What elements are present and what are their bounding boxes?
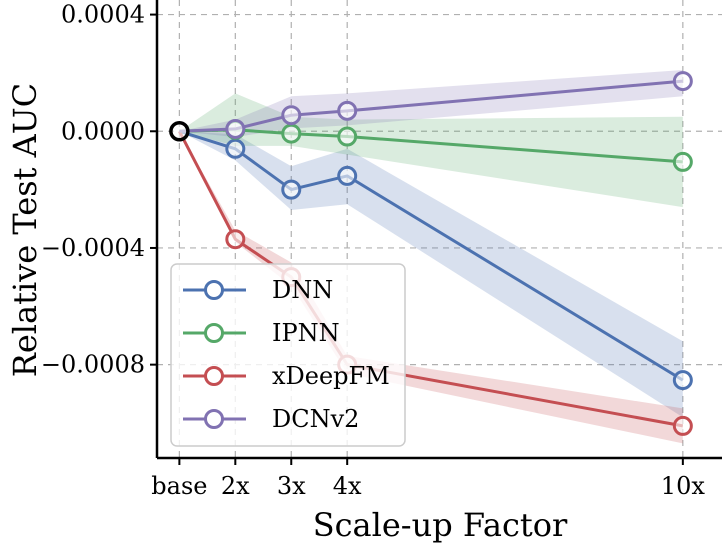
legend-entry-dcnv2: DCNv2 bbox=[183, 405, 359, 433]
legend-box bbox=[170, 263, 406, 447]
x-tick-label: 3x bbox=[277, 472, 306, 500]
x-tick-label: 4x bbox=[333, 472, 362, 500]
y-tick-label: −0.0008 bbox=[41, 351, 145, 379]
point-ipnn bbox=[672, 151, 693, 172]
legend: DNN IPNN xDeepFM DCNv2 bbox=[170, 263, 406, 447]
legend-label: DNN bbox=[272, 276, 333, 304]
point-xdeepfm bbox=[225, 229, 246, 250]
point-dcnv2 bbox=[281, 105, 302, 126]
x-tick-label: 10x bbox=[661, 472, 706, 500]
legend-entry-dnn: DNN bbox=[183, 276, 333, 304]
y-tick-label: −0.0004 bbox=[41, 234, 145, 262]
axes bbox=[150, 0, 722, 465]
legend-label: IPNN bbox=[272, 319, 340, 347]
point-base bbox=[169, 121, 190, 142]
point-dcnv2 bbox=[337, 100, 358, 121]
point-dnn bbox=[337, 165, 358, 186]
point-dnn bbox=[672, 370, 693, 391]
point-ipnn bbox=[337, 126, 358, 147]
legend-entry-xdeepfm: xDeepFM bbox=[183, 362, 390, 390]
point-dcnv2 bbox=[225, 118, 246, 139]
band-dnn bbox=[179, 131, 683, 418]
point-dnn bbox=[281, 179, 302, 200]
legend-label: DCNv2 bbox=[272, 405, 359, 433]
y-tick-label: 0.0004 bbox=[61, 1, 145, 29]
x-tick-label: 2x bbox=[221, 472, 250, 500]
y-tick-label: 0.0000 bbox=[61, 117, 145, 145]
x-tick-label: base bbox=[151, 472, 207, 500]
point-dcnv2 bbox=[672, 71, 693, 92]
legend-marker bbox=[204, 409, 224, 429]
legend-marker bbox=[204, 323, 224, 343]
point-ipnn bbox=[281, 123, 302, 144]
point-dnn bbox=[225, 138, 246, 159]
band-ipnn bbox=[179, 93, 683, 208]
legend-marker bbox=[204, 280, 224, 300]
point-xdeepfm bbox=[672, 415, 693, 436]
x-axis-label: Scale-up Factor bbox=[313, 506, 568, 544]
legend-marker bbox=[204, 366, 224, 386]
tick-labels: 0.0004 0.0000 −0.0004 −0.0008 base 2x 3x 4x 10x bbox=[41, 1, 705, 500]
legend-label: xDeepFM bbox=[272, 362, 390, 390]
legend-entry-ipnn: IPNN bbox=[183, 319, 340, 347]
y-axis-label: Relative Test AUC bbox=[6, 83, 44, 377]
